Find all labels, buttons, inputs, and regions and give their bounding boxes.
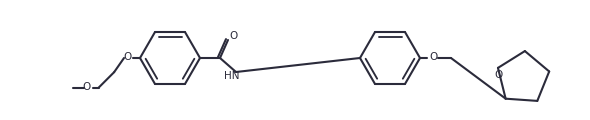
Text: O: O: [495, 70, 503, 80]
Text: O: O: [229, 31, 237, 41]
Text: O: O: [430, 53, 438, 63]
Text: HN: HN: [224, 71, 240, 81]
Text: O: O: [123, 53, 131, 63]
Text: O: O: [83, 82, 91, 92]
